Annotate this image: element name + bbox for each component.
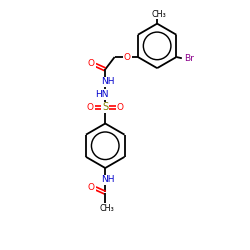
Text: Br: Br <box>184 54 194 63</box>
Text: NH: NH <box>102 77 115 86</box>
Text: HN: HN <box>96 90 109 99</box>
Text: O: O <box>116 103 123 112</box>
Text: S: S <box>102 102 108 113</box>
Text: O: O <box>88 59 95 68</box>
Text: O: O <box>87 103 94 112</box>
Text: O: O <box>124 52 131 62</box>
Text: O: O <box>88 182 95 192</box>
Text: NH: NH <box>102 176 115 184</box>
Text: CH₃: CH₃ <box>100 204 114 213</box>
Text: CH₃: CH₃ <box>152 10 166 19</box>
